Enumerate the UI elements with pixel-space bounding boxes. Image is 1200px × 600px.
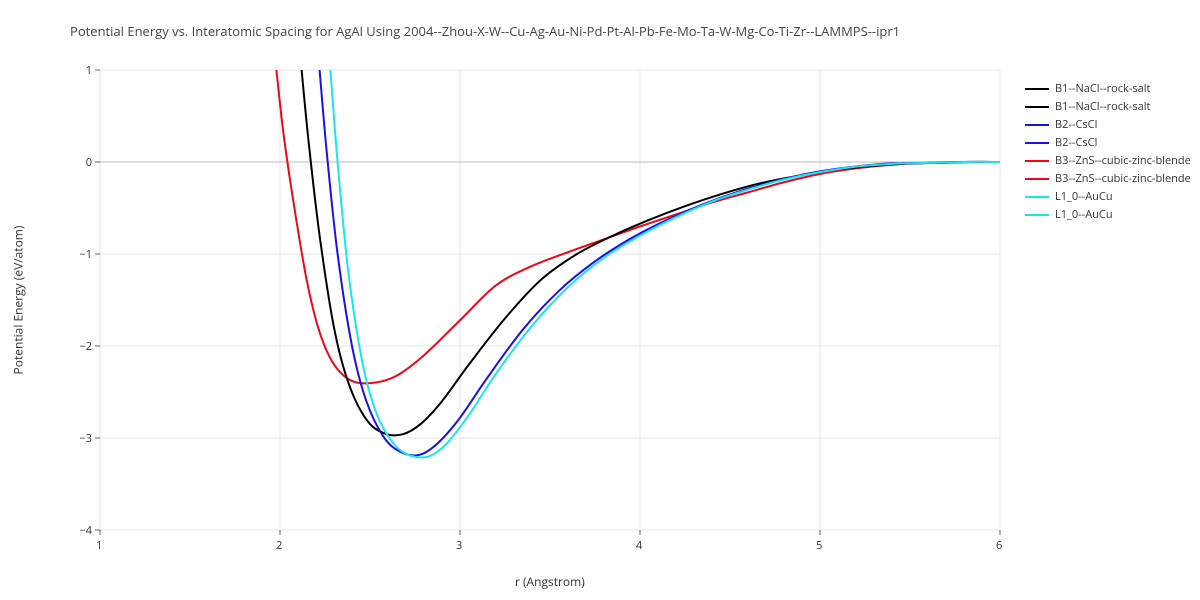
series-layer — [276, 70, 1000, 458]
legend-item[interactable]: L1_0--AuCu — [1025, 206, 1191, 224]
legend-item[interactable]: L1_0--AuCu — [1025, 188, 1191, 206]
y-tick-label: −2 — [79, 339, 92, 354]
x-tick-label: 5 — [816, 538, 822, 553]
legend-swatch — [1025, 142, 1049, 144]
series-line[interactable] — [302, 70, 1000, 435]
y-tick-label: −4 — [79, 523, 92, 538]
x-axis-label: r (Angstrom) — [515, 573, 585, 590]
legend-item[interactable]: B1--NaCl--rock-salt — [1025, 80, 1191, 98]
legend-swatch — [1025, 178, 1049, 180]
x-tick-label: 2 — [276, 538, 282, 553]
legend-label: B3--ZnS--cubic-zinc-blende — [1055, 170, 1191, 188]
legend-label: B2--CsCl — [1055, 116, 1097, 134]
y-tick-label: −3 — [79, 431, 92, 446]
x-tick-label: 6 — [996, 538, 1002, 553]
x-tick-label: 1 — [96, 538, 102, 553]
legend-item[interactable]: B2--CsCl — [1025, 134, 1191, 152]
legend: B1--NaCl--rock-saltB1--NaCl--rock-saltB2… — [1025, 80, 1191, 224]
legend-item[interactable]: B2--CsCl — [1025, 116, 1191, 134]
series-line[interactable] — [330, 70, 1000, 458]
legend-label: L1_0--AuCu — [1055, 206, 1113, 224]
series-line[interactable] — [276, 70, 1000, 383]
legend-swatch — [1025, 196, 1049, 198]
legend-swatch — [1025, 124, 1049, 126]
legend-swatch — [1025, 106, 1049, 108]
legend-item[interactable]: B1--NaCl--rock-salt — [1025, 98, 1191, 116]
x-tick-label: 4 — [636, 538, 642, 553]
legend-label: B3--ZnS--cubic-zinc-blende — [1055, 152, 1191, 170]
y-tick-label: −1 — [79, 247, 92, 262]
y-tick-label: 1 — [86, 63, 92, 78]
chart-container: Potential Energy vs. Interatomic Spacing… — [0, 0, 1200, 600]
legend-label: L1_0--AuCu — [1055, 188, 1113, 206]
series-line[interactable] — [320, 70, 1000, 455]
plot-svg — [0, 0, 1200, 600]
legend-swatch — [1025, 160, 1049, 162]
y-tick-label: 0 — [86, 155, 92, 170]
legend-item[interactable]: B3--ZnS--cubic-zinc-blende — [1025, 152, 1191, 170]
x-tick-label: 3 — [456, 538, 462, 553]
legend-item[interactable]: B3--ZnS--cubic-zinc-blende — [1025, 170, 1191, 188]
legend-swatch — [1025, 214, 1049, 216]
legend-swatch — [1025, 88, 1049, 90]
legend-label: B1--NaCl--rock-salt — [1055, 80, 1150, 98]
legend-label: B1--NaCl--rock-salt — [1055, 98, 1150, 116]
legend-label: B2--CsCl — [1055, 134, 1097, 152]
